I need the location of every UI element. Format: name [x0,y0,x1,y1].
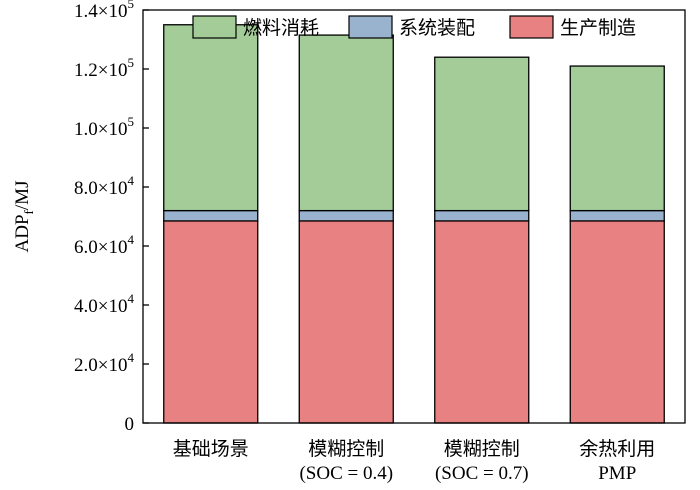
x-category-label: 模糊控制 [308,438,384,460]
bar-segment-3-1 [569,209,665,222]
y-tick-label: 0 [125,414,135,435]
y-tick-label: 1.0×105 [74,114,134,140]
x-category-label: 模糊控制 [444,438,520,460]
y-tick-label: 1.4×105 [74,0,134,22]
bar-segment-3-2 [569,65,665,212]
y-tick-label: 6.0×104 [74,232,134,258]
legend: 燃料消耗 系统装配 生产制造 [192,15,636,39]
bar-segment-2-0 [434,220,530,424]
bar-segment-1-0 [298,220,394,424]
legend-swatch [509,15,554,39]
y-tick-label: 1.2×105 [74,55,134,81]
x-category-label: 基础场景 [173,438,249,460]
bar-segment-1-1 [298,209,394,222]
x-axis: 基础场景 模糊控制 (SOC = 0.4) 模糊控制 (SOC = 0.7) 余热利用 PM… [173,438,656,484]
y-tick-label: 4.0×104 [74,291,134,317]
legend-swatch [192,15,237,39]
legend-label: 燃料消耗 [243,17,319,39]
y-tick-label: 8.0×104 [74,173,134,199]
legend-label: 生产制造 [560,17,636,39]
y-tick-label: 2.0×104 [74,350,134,376]
legend-swatch [348,15,393,39]
x-category-sublabel: (SOC = 0.7) [435,463,529,484]
legend-label: 系统装配 [399,17,475,39]
bar-segment-0-2 [163,24,259,212]
bar-segment-2-2 [434,56,530,212]
x-category-label: 余热利用 [579,438,655,460]
bar-segment-2-1 [434,209,530,222]
bar-segment-0-1 [163,209,259,222]
bars-layer [163,24,665,424]
y-axis-title: ADPf/MJ [12,181,36,253]
plot-frame [142,9,686,424]
bar-segment-3-0 [569,220,665,424]
x-category-sublabel: (SOC = 0.4) [299,463,393,484]
x-category-sublabel: PMP [598,463,636,484]
bar-segment-1-2 [298,34,394,212]
y-axis: 0 2.0×104 4.0×104 6.0×104 8.0×104 1.0×105 1.2×… [74,0,149,435]
bar-segment-0-0 [163,220,259,424]
